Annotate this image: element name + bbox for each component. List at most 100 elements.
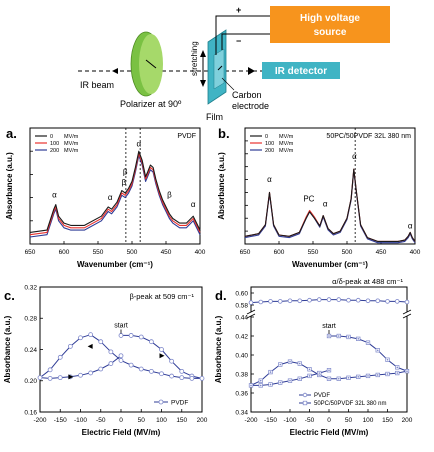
stretch-arrowhead-down bbox=[200, 80, 206, 87]
data-point bbox=[108, 349, 114, 355]
legend-label: 200 bbox=[265, 148, 274, 154]
data-point bbox=[78, 372, 83, 378]
data-point-dot bbox=[318, 372, 321, 374]
data-point-dot bbox=[347, 336, 350, 338]
beam-arrow-small bbox=[112, 68, 118, 74]
x-tick-label: -150 bbox=[264, 417, 277, 424]
x-tick-label: 150 bbox=[176, 417, 187, 424]
legend-unit: MV/m bbox=[279, 148, 294, 154]
plus-sign: + bbox=[236, 5, 241, 15]
chart-panel-c: c. Electric Field (MV/m) Absorbance (a.u.)… bbox=[3, 284, 208, 437]
x-tick-label: 650 bbox=[240, 249, 251, 256]
data-point bbox=[47, 367, 53, 373]
data-point-dot bbox=[308, 368, 311, 371]
data-point-dot bbox=[279, 381, 282, 384]
data-point bbox=[404, 299, 410, 305]
legend-label: 100 bbox=[50, 141, 59, 147]
axis-break-gap bbox=[247, 312, 255, 316]
legend-unit: MV/m bbox=[279, 134, 294, 140]
data-point bbox=[169, 358, 175, 364]
peak-annotation: α bbox=[52, 191, 57, 200]
data-point-dot bbox=[259, 379, 262, 382]
wire-minus bbox=[221, 33, 270, 50]
x-tick-label: -100 bbox=[74, 417, 87, 424]
stretch-arrowhead-up bbox=[200, 50, 206, 57]
x-tick-label: 50 bbox=[138, 417, 146, 424]
data-point bbox=[88, 332, 94, 338]
data-point-dot bbox=[406, 370, 408, 372]
ir-detector-label: IR detector bbox=[275, 66, 327, 77]
data-point bbox=[138, 366, 144, 372]
peak-annotation: α bbox=[108, 193, 113, 202]
direction-arrow bbox=[159, 353, 165, 359]
y-tick-label: 0.38 bbox=[235, 371, 248, 378]
data-point-dot bbox=[328, 377, 330, 380]
x-tick-label: 450 bbox=[161, 249, 172, 256]
y-tick-label: 0.32 bbox=[24, 284, 37, 291]
y-tick-label: 0.36 bbox=[235, 390, 248, 397]
x-tick-label: 100 bbox=[363, 417, 374, 424]
panel-sample-label: PVDF bbox=[177, 133, 196, 140]
legend-marker bbox=[158, 399, 164, 405]
data-point bbox=[326, 297, 332, 302]
data-point bbox=[297, 298, 303, 304]
x-tick-label: 0 bbox=[119, 417, 123, 424]
x-tick-label: 550 bbox=[308, 249, 319, 256]
x-tick-label: 400 bbox=[195, 249, 206, 256]
x-tick-label: 500 bbox=[342, 249, 353, 256]
axis-break-gap bbox=[403, 312, 411, 316]
data-point-dot bbox=[298, 362, 301, 365]
x-tick-label: 450 bbox=[376, 249, 387, 256]
data-point bbox=[346, 297, 351, 303]
start-label: start bbox=[322, 323, 336, 330]
data-point-dot bbox=[250, 384, 252, 387]
panel-letter: a. bbox=[6, 126, 17, 141]
data-point-dot bbox=[337, 335, 340, 337]
data-point-dot bbox=[367, 341, 369, 344]
data-point bbox=[148, 368, 154, 374]
legend-unit: MV/m bbox=[64, 148, 79, 154]
data-point bbox=[88, 370, 94, 376]
y-tick-label: 0.20 bbox=[24, 378, 37, 385]
data-point bbox=[98, 366, 104, 372]
data-point-dot bbox=[386, 373, 389, 375]
x-axis-label: Electric Field (MV/m) bbox=[290, 428, 369, 437]
x-tick-label: 100 bbox=[156, 417, 167, 424]
legend-label: 0 bbox=[265, 134, 268, 140]
x-tick-label: -150 bbox=[54, 417, 67, 424]
data-point-dot bbox=[308, 375, 311, 377]
x-tick-label: -100 bbox=[283, 417, 296, 424]
x-tick-label: 50 bbox=[345, 417, 353, 424]
legend-marker bbox=[302, 400, 308, 406]
x-axis-label: Electric Field (MV/m) bbox=[82, 428, 161, 437]
legend-label: 0 bbox=[50, 134, 53, 140]
data-point bbox=[375, 298, 381, 304]
data-point-dot bbox=[357, 338, 360, 340]
data-point bbox=[148, 339, 154, 345]
x-tick-label: -200 bbox=[244, 417, 257, 424]
data-point-dot bbox=[269, 371, 272, 373]
y-tick-label: 0.34 bbox=[235, 409, 248, 416]
data-point-dot bbox=[298, 377, 301, 380]
data-point bbox=[307, 297, 312, 303]
ir-beam-arrowhead bbox=[248, 67, 255, 75]
y-tick-label: 0.58 bbox=[235, 302, 248, 309]
data-point bbox=[118, 353, 124, 359]
data-point bbox=[118, 358, 124, 363]
legend-label: 50PC/50PVDF 32L 380 nm bbox=[314, 401, 387, 407]
x-axis-label: Wavenumber (cm⁻¹) bbox=[77, 260, 153, 269]
data-point bbox=[179, 375, 185, 381]
data-point bbox=[169, 373, 175, 379]
peak-annotation: β bbox=[123, 167, 128, 176]
legend-marker bbox=[302, 392, 308, 398]
data-point bbox=[248, 300, 254, 305]
panel-peak-label: β-peak at 509 cm⁻¹ bbox=[129, 292, 194, 301]
axis-break-mark bbox=[402, 313, 412, 319]
peak-annotation: α bbox=[267, 175, 272, 184]
peak-annotation: α bbox=[136, 140, 141, 149]
peak-annotation: β bbox=[122, 178, 127, 187]
peak-annotation: α bbox=[191, 200, 196, 209]
chart-panel-d: d. Electric Field (MV/m) Absorbance (a.u.)… bbox=[214, 277, 413, 437]
polarizer-axis bbox=[145, 59, 157, 69]
